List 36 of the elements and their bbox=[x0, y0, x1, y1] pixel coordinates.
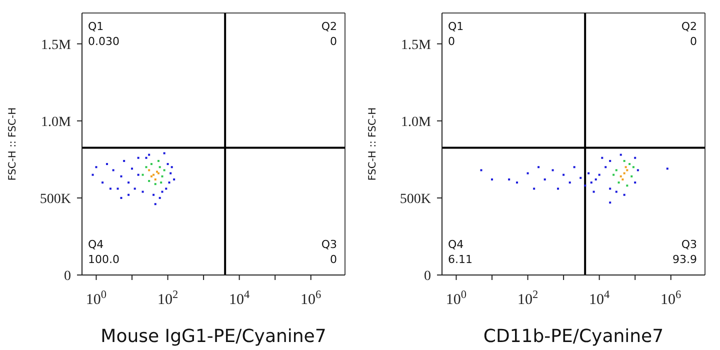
x-axis-title: Mouse IgG1-PE/Cyanine7 bbox=[100, 326, 326, 347]
annotation: 0 bbox=[330, 253, 337, 266]
x-tick-label: 10$^{0}$ bbox=[86, 289, 107, 308]
annotation: Q3 bbox=[321, 238, 337, 251]
y-tick-label: 500K bbox=[40, 192, 71, 207]
annotation: Q2 bbox=[321, 20, 337, 33]
y-axis-title: FSC-H :: FSC-H bbox=[368, 107, 379, 181]
annotation: 0.030 bbox=[88, 35, 120, 48]
y-axis-title: FSC-H :: FSC-H bbox=[8, 107, 19, 181]
y-tick-label: 1.5M bbox=[41, 38, 72, 53]
x-tick-label: 10$^{2}$ bbox=[517, 289, 538, 308]
x-tick-label: 10$^{2}$ bbox=[157, 289, 178, 308]
y-tick-label: 0 bbox=[424, 269, 431, 284]
annotation: 0 bbox=[448, 35, 455, 48]
annotation: Q2 bbox=[681, 20, 697, 33]
annotation: Q1 bbox=[448, 20, 464, 33]
annotation: 0 bbox=[690, 35, 697, 48]
x-axis-title: CD11b-PE/Cyanine7 bbox=[483, 326, 664, 347]
annotation: Q3 bbox=[681, 238, 697, 251]
y-tick-label: 0 bbox=[64, 269, 71, 284]
x-tick-label: 10$^{6}$ bbox=[300, 289, 322, 308]
annotation: Q4 bbox=[448, 238, 464, 251]
annotation: Q4 bbox=[88, 238, 104, 251]
annotation: 93.9 bbox=[672, 253, 697, 266]
y-tick-label: 1.0M bbox=[41, 114, 72, 130]
x-tick-label: 10$^{4}$ bbox=[229, 289, 250, 308]
x-tick-label: 10$^{6}$ bbox=[660, 289, 682, 308]
annotation: 6.11 bbox=[448, 253, 472, 266]
y-tick-label: 1.5M bbox=[401, 38, 432, 53]
x-tick-label: 10$^{4}$ bbox=[589, 289, 610, 308]
x-tick-label: 10$^{0}$ bbox=[446, 289, 467, 308]
annotation: 100.0 bbox=[88, 253, 120, 266]
y-tick-label: 500K bbox=[400, 192, 431, 207]
y-tick-label: 1.0M bbox=[401, 114, 432, 130]
annotation: 0 bbox=[330, 35, 337, 48]
annotation: Q1 bbox=[88, 20, 104, 33]
